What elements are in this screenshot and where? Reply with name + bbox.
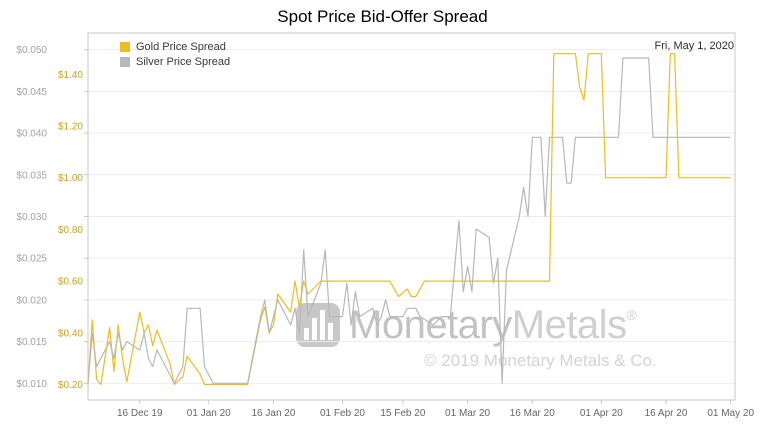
silver-axis-tick-label: $0.050 xyxy=(16,45,47,56)
monetary-metals-logo-icon xyxy=(296,303,340,347)
legend-label-gold: Gold Price Spread xyxy=(136,40,226,53)
gold-axis-tick-label: $0.80 xyxy=(58,225,83,236)
gold-axis-tick-label: $0.20 xyxy=(58,380,83,391)
watermark: MonetaryMetals® © 2019 Monetary Metals &… xyxy=(296,303,657,371)
silver-axis-tick-label: $0.035 xyxy=(16,170,47,181)
x-axis-tick-label: 01 Feb 20 xyxy=(320,408,365,419)
watermark-brand-part1: Monetary xyxy=(349,303,512,347)
silver-axis-tick-label: $0.010 xyxy=(16,379,47,390)
x-axis-tick-label: 01 Jan 20 xyxy=(187,408,231,419)
logo-bar xyxy=(319,310,325,340)
silver-axis-tick-label: $0.015 xyxy=(16,337,47,348)
watermark-brand-part2: Metals xyxy=(511,303,627,347)
watermark-brand: MonetaryMetals® xyxy=(349,303,637,347)
legend-item-gold[interactable]: Gold Price Spread xyxy=(120,39,230,54)
legend-item-silver[interactable]: Silver Price Spread xyxy=(120,54,230,69)
silver-axis-tick-label: $0.040 xyxy=(16,129,47,140)
date-annotation: Fri, May 1, 2020 xyxy=(654,40,734,52)
x-axis-tick-label: 01 May 20 xyxy=(707,408,754,419)
legend-label-silver: Silver Price Spread xyxy=(136,55,231,68)
page-title: Spot Price Bid-Offer Spread xyxy=(277,7,488,26)
gold-axis-tick-label: $0.40 xyxy=(58,328,83,339)
gold-axis-tick-label: $0.60 xyxy=(58,277,83,288)
x-axis-tick-label: 15 Feb 20 xyxy=(380,408,425,419)
plot-border xyxy=(87,32,736,401)
legend: Gold Price Spread Silver Price Spread xyxy=(120,39,230,69)
watermark-copyright: © 2019 Monetary Metals & Co. xyxy=(424,351,657,370)
silver-series-swatch-icon xyxy=(120,56,130,67)
gold-axis-tick-label: $1.00 xyxy=(58,173,83,184)
logo-bar xyxy=(311,318,317,340)
gold-axis-tick-label: $1.40 xyxy=(58,70,83,81)
logo-bar xyxy=(303,328,309,340)
x-axis-tick-label: 01 Apr 20 xyxy=(580,408,623,419)
x-axis-tick-label: 16 Jan 20 xyxy=(252,408,296,419)
silver-axis-tick-label: $0.020 xyxy=(16,295,47,306)
watermark-brand-row: MonetaryMetals® xyxy=(296,303,657,347)
silver-axis-tick-label: $0.030 xyxy=(16,212,47,223)
logo-bar xyxy=(327,323,333,340)
silver-axis-tick-label: $0.045 xyxy=(16,87,47,98)
x-axis-tick-label: 16 Apr 20 xyxy=(645,408,688,419)
x-axis-tick-label: 16 Mar 20 xyxy=(510,408,555,419)
registered-mark: ® xyxy=(626,307,637,323)
silver-spread-line xyxy=(87,57,731,384)
gold-spread-line xyxy=(87,53,731,386)
gold-axis-tick-label: $1.20 xyxy=(58,122,83,133)
gold-series-swatch-icon xyxy=(120,41,130,52)
x-axis-tick-label: 16 Dec 19 xyxy=(117,408,163,419)
silver-axis-tick-label: $0.025 xyxy=(16,254,47,265)
x-axis-tick-label: 01 Mar 20 xyxy=(445,408,490,419)
